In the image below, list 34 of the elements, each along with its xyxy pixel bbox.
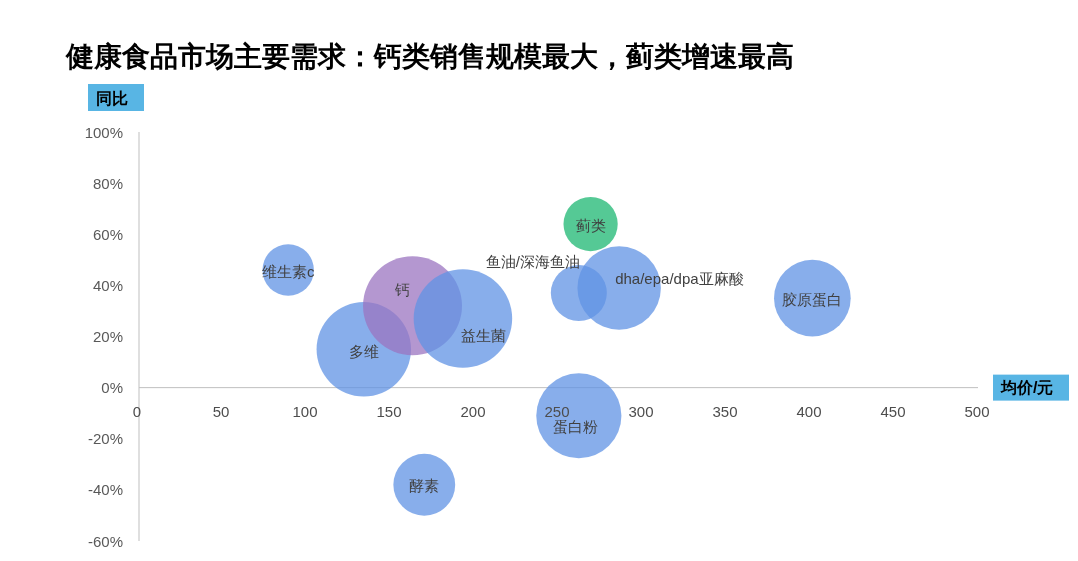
y-tick-label: 80% [92,174,123,192]
y-tick-label: -40% [87,481,123,499]
series-label: 胶原蛋白 [782,290,843,308]
series-label: 蛋白粉 [553,418,599,436]
y-tick-label: 100% [84,123,123,141]
x-tick-label: 450 [880,403,906,421]
y-tick-label: 0% [101,379,123,397]
x-tick-label: 500 [964,403,990,421]
x-axis-title: 均价/元 [1000,379,1054,397]
y-tick-label: 20% [92,328,123,345]
y-tick-label: -20% [87,430,123,448]
series-label: 维生素c [261,262,315,280]
x-tick-label: 300 [628,403,654,421]
x-tick-label: 150 [376,403,402,421]
x-tick-label: 50 [212,403,230,421]
series-label: 多维 [348,342,379,360]
series-label: 鱼油/深海鱼油 [485,252,580,270]
x-tick-label: 350 [712,403,738,421]
y-tick-label: -60% [87,532,123,550]
x-tick-label: 400 [796,403,822,421]
y-axis-title: 同比 [96,89,128,107]
y-tick-label: 40% [92,276,123,294]
title: 健康食品市场主要需求：钙类销售规模最大，蓟类增速最高 [66,41,794,72]
x-tick-label: 250 [544,403,570,421]
xlabel: 均价/元 [993,374,1069,401]
y-tick-label: 60% [92,225,123,243]
ylabel: 同比 [88,84,144,111]
series-label: 蓟类 [575,216,606,234]
x-tick-label: 100 [292,403,318,421]
series-label: 钙 [394,281,411,299]
series-label: 酵素 [409,477,440,495]
x-tick-label: 200 [460,403,486,421]
series-label: 益生菌 [461,327,507,345]
x-tick-label: 0 [132,403,142,421]
